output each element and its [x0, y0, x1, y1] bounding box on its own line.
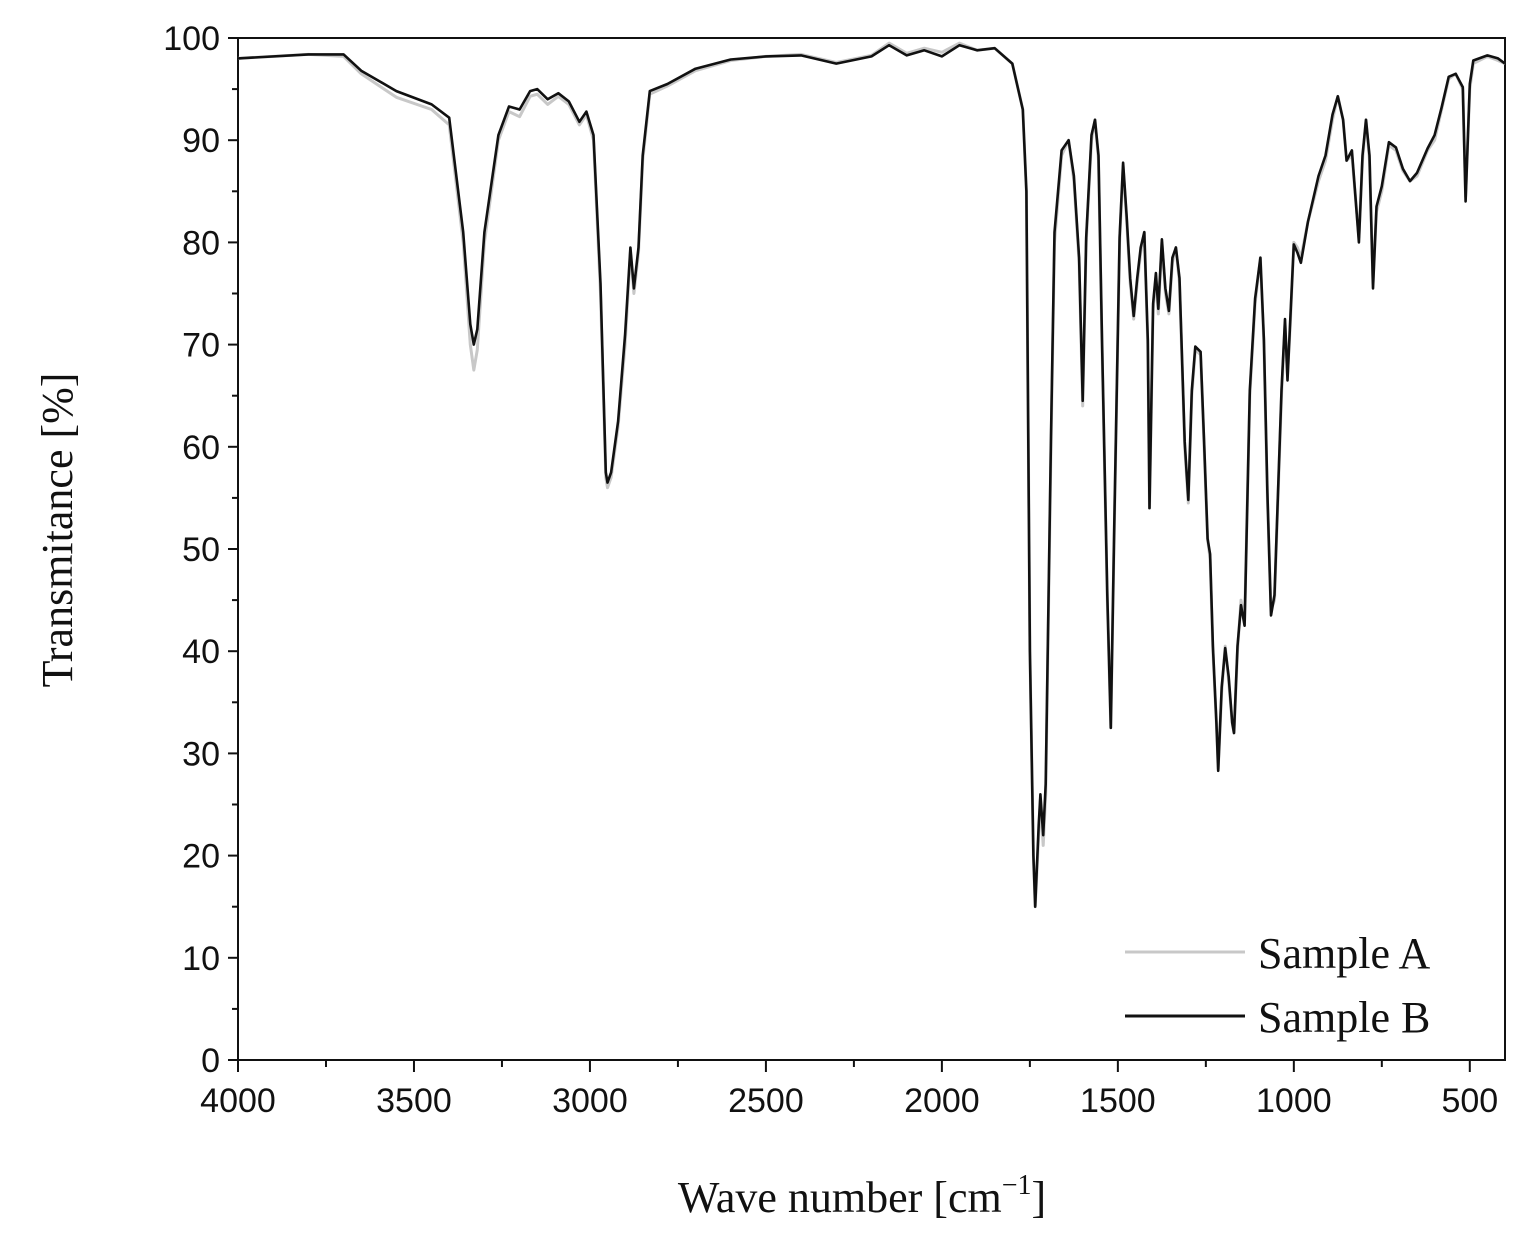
y-tick-label: 50	[182, 531, 220, 569]
x-tick-label: 3000	[552, 1082, 628, 1120]
legend-label-sample-a: Sample A	[1258, 929, 1431, 978]
series-layer	[237, 41, 1506, 909]
x-tick-label: 4000	[200, 1082, 276, 1120]
x-axis-title-end: ]	[1032, 1173, 1047, 1222]
x-tick-label: 2000	[904, 1082, 980, 1120]
y-tick-label: 80	[182, 224, 220, 262]
x-axis-title: Wave number [cm−1]	[678, 1170, 1046, 1222]
y-tick-label: 60	[182, 429, 220, 467]
x-tick-label: 1500	[1080, 1082, 1156, 1120]
y-tick-label: 30	[182, 735, 220, 773]
series-line-sample-a	[237, 41, 1506, 909]
y-tick-label: 20	[182, 838, 220, 876]
y-axis-title: Transmitance [%]	[33, 373, 82, 688]
y-tick-label: 100	[163, 20, 220, 58]
y-tick-label: 10	[182, 940, 220, 978]
legend: Sample A Sample B	[1125, 929, 1431, 1042]
x-tick-label: 2500	[728, 1082, 804, 1120]
x-tick-label: 3500	[376, 1082, 452, 1120]
y-tick-label: 40	[182, 633, 220, 671]
legend-label-sample-b: Sample B	[1258, 993, 1430, 1042]
y-tick-label: 70	[182, 327, 220, 365]
y-tick-label: 0	[201, 1042, 220, 1080]
x-tick-label: 500	[1441, 1082, 1498, 1120]
x-tick-label: 1000	[1256, 1082, 1332, 1120]
x-axis: 4000 3500 3000 2500 2000 1500 1000 500	[200, 1060, 1498, 1120]
x-axis-title-superscript: −1	[1002, 1170, 1032, 1201]
y-axis: 0 10 20 30 40 50 60 70 80 90 100	[163, 20, 238, 1080]
x-axis-title-main: Wave number [cm	[678, 1173, 1002, 1222]
series-line-sample-b	[237, 43, 1506, 908]
y-tick-label: 90	[182, 122, 220, 160]
